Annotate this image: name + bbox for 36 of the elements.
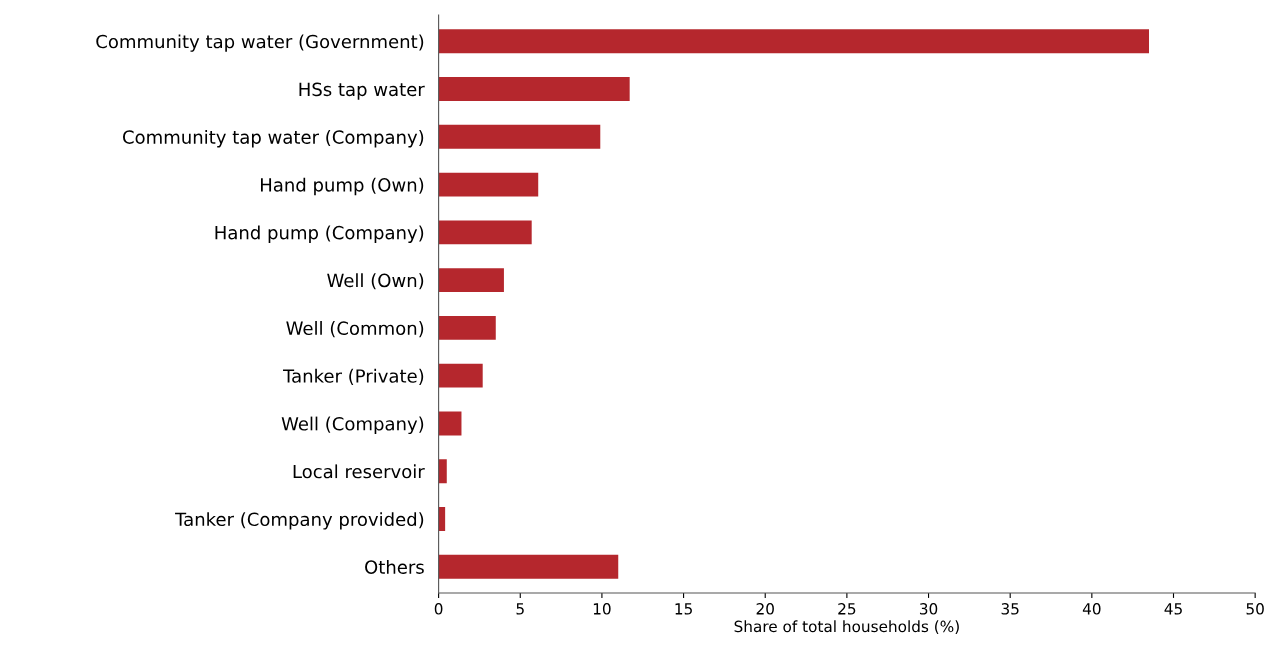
y-tick-label: Tanker (Private) bbox=[283, 368, 424, 385]
bar bbox=[438, 77, 630, 101]
bar bbox=[438, 172, 539, 197]
y-tick-label: Tanker (Company provided) bbox=[175, 512, 424, 530]
y-tick-label: Hand pump (Own) bbox=[261, 177, 424, 196]
x-tick-label: 0 bbox=[434, 603, 443, 615]
y-tick-label: Community tap water (Company) bbox=[122, 129, 424, 148]
bar bbox=[438, 315, 496, 340]
bar bbox=[438, 268, 504, 293]
bar bbox=[438, 411, 462, 436]
y-tick-label: Well (Own) bbox=[327, 273, 424, 290]
y-tick-label: Community tap water (Government) bbox=[96, 34, 424, 52]
x-tick-label: 20 bbox=[756, 603, 774, 615]
y-tick-label: HSs tap water bbox=[299, 82, 425, 100]
bar bbox=[438, 507, 446, 531]
y-tick-label: Well (Company) bbox=[281, 416, 424, 435]
y-tick-label: Local reservoir bbox=[293, 464, 425, 479]
y-tick-label: Others bbox=[365, 559, 424, 574]
y-tick-label: Hand pump (Company) bbox=[215, 225, 424, 243]
x-tick-label: 25 bbox=[838, 603, 856, 615]
bar bbox=[438, 29, 1149, 54]
bar bbox=[438, 220, 532, 245]
y-tick-label: Well (Common) bbox=[286, 321, 424, 338]
x-tick-label: 50 bbox=[1246, 603, 1264, 615]
x-tick-label: 5 bbox=[516, 603, 524, 615]
x-tick-label: 40 bbox=[1082, 603, 1101, 615]
bar bbox=[438, 554, 619, 579]
bar bbox=[438, 363, 483, 388]
bar bbox=[438, 459, 447, 484]
x-tick-label: 30 bbox=[919, 603, 938, 615]
x-tick-label: 35 bbox=[1001, 603, 1019, 615]
x-tick-label: 15 bbox=[675, 603, 692, 615]
x-tick-label: 10 bbox=[593, 603, 611, 615]
bar bbox=[438, 124, 601, 149]
x-axis-title: Share of total households (%) bbox=[734, 620, 959, 634]
x-tick-label: 45 bbox=[1164, 603, 1182, 615]
